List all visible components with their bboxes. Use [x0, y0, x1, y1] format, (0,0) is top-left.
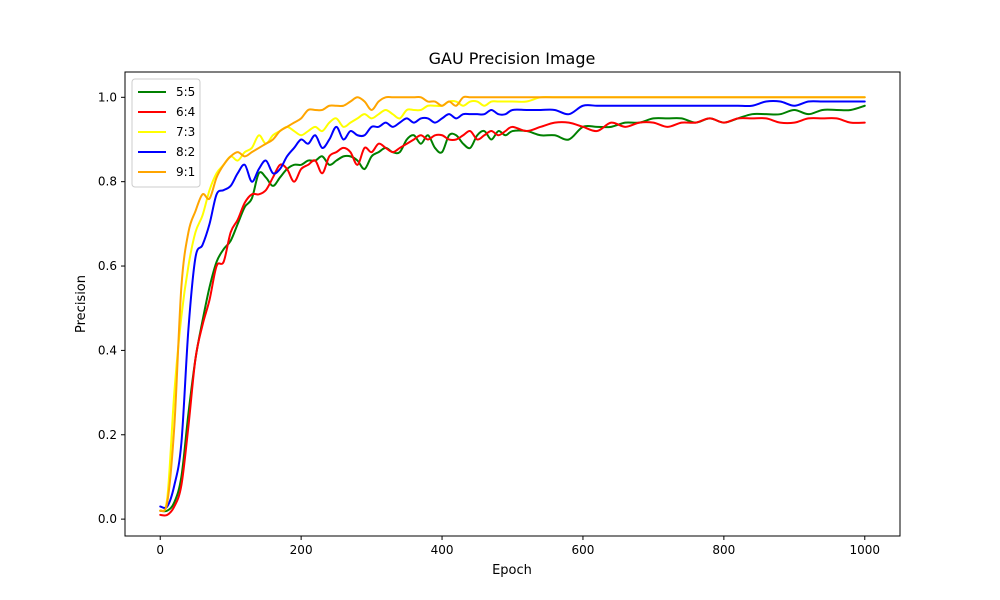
legend-label: 5:5 — [176, 85, 195, 99]
y-tick-label: 0.0 — [98, 512, 117, 526]
plot-area — [124, 71, 901, 537]
y-axis-label: Precision — [74, 275, 89, 333]
x-axis-label: Epoch — [492, 563, 532, 578]
legend-label: 9:1 — [176, 165, 195, 179]
y-tick-label: 0.6 — [98, 259, 117, 273]
series-line-5-5 — [159, 104, 866, 513]
series-line-8-2 — [159, 99, 866, 510]
legend-label: 8:2 — [176, 145, 195, 159]
x-tick-label: 0 — [156, 543, 164, 557]
axes-frame — [124, 71, 901, 537]
x-tick-label: 200 — [290, 543, 313, 557]
x-tick-label: 400 — [431, 543, 454, 557]
x-tick-label: 600 — [572, 543, 595, 557]
x-tick-label: 800 — [712, 543, 735, 557]
series-layer — [159, 95, 866, 517]
y-tick-label: 0.8 — [98, 175, 117, 189]
series-line-9-1 — [159, 95, 866, 513]
x-tick-label: 1000 — [849, 543, 880, 557]
x-axis-ticks: 0 200 400 600 800 1000 — [156, 536, 880, 557]
y-axis-ticks: 0.0 0.2 0.4 0.6 0.8 1.0 — [98, 90, 125, 526]
chart-title: GAU Precision Image — [429, 49, 596, 68]
legend-label: 6:4 — [176, 105, 195, 119]
legend-label: 7:3 — [176, 125, 195, 139]
legend: 5:5 6:4 7:3 8:2 9:1 — [131, 78, 201, 188]
y-tick-label: 0.4 — [98, 343, 117, 357]
y-tick-label: 1.0 — [98, 90, 117, 104]
series-line-6-4 — [159, 117, 866, 517]
y-tick-label: 0.2 — [98, 428, 117, 442]
